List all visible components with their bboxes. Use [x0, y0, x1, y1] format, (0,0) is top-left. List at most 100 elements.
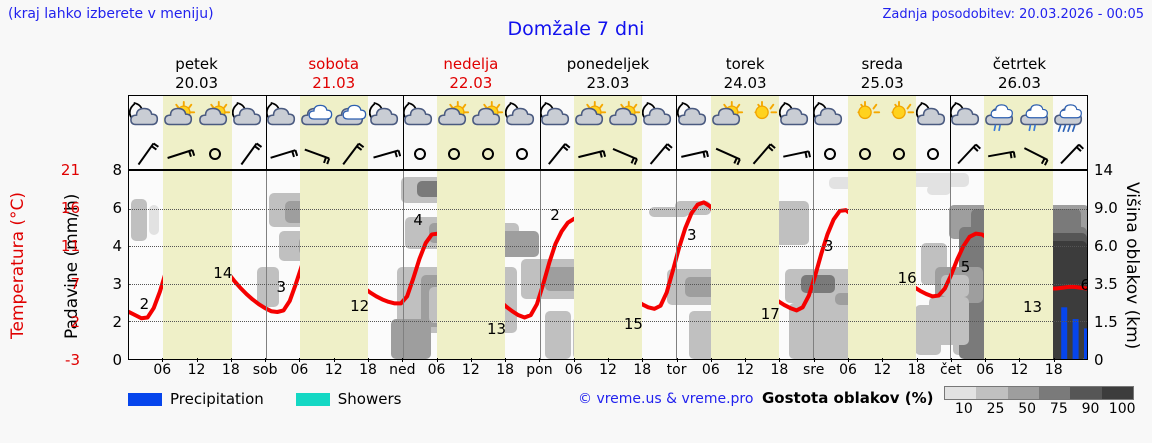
- x-tick-label-5: 12: [324, 362, 343, 378]
- temperature-value-label: 15: [623, 314, 643, 333]
- moon-cloud-icon: [676, 98, 711, 138]
- x-tick-label-6: 18: [359, 362, 377, 378]
- wind-calm-icon: [850, 140, 884, 168]
- day-header-strip: petek 20.03 sobota 21.03 nedelja 22.03 ponedel…: [128, 55, 1088, 95]
- wind-barb-icon: [371, 140, 405, 168]
- cloud-blob: [149, 205, 159, 235]
- sun-cloud-icon: [471, 98, 505, 138]
- sun-icon: [848, 98, 882, 138]
- day-divider-2: [402, 96, 404, 169]
- temperature-axis-title: Temperatura (°C): [8, 191, 28, 340]
- x-tick-mark-23: [950, 358, 952, 362]
- cloud-density-segment-3: [1038, 387, 1071, 399]
- x-tick-label-23: čet: [939, 362, 962, 378]
- x-tick-label-22: 18: [907, 362, 926, 378]
- x-tick-mark-14: [642, 358, 644, 362]
- day-header-6: četrtek 26.03: [951, 55, 1088, 95]
- daylight-shade-4: [710, 96, 780, 169]
- moon-cloud-icon: [505, 98, 539, 138]
- moon-cloud-icon: [950, 98, 984, 138]
- moon-cloud-icon: [915, 98, 950, 138]
- temperature-tick-4: 2: [70, 313, 80, 331]
- x-tick-label-14: 18: [633, 362, 652, 378]
- precipitation-tick-0: 8: [112, 161, 122, 179]
- x-tick-mark-19: [813, 358, 815, 362]
- cloud-density-segment-0: [945, 387, 977, 399]
- temperature-value-label: 13: [487, 320, 507, 339]
- showers-swatch: [295, 392, 330, 406]
- temperature-tick-1: 16: [60, 199, 80, 217]
- cloud-blob: [789, 303, 855, 359]
- x-tick-mark-15: [676, 358, 678, 362]
- wind-barb-icon: [302, 140, 336, 168]
- day-divider-3: [539, 96, 541, 169]
- day-divider-4: [676, 96, 678, 169]
- wind-barb-icon: [1055, 140, 1089, 168]
- daylight-shade-6: [984, 171, 1053, 359]
- x-tick-label-7: ned: [389, 362, 416, 378]
- x-tick-mark-12: [573, 358, 575, 362]
- cloud-blob: [257, 267, 279, 307]
- wind-barb-icon: [781, 140, 815, 168]
- x-tick-label-8: 06: [427, 362, 446, 378]
- cloud-icon: [300, 98, 334, 138]
- last-update-text: Zadnja posodobitev: 20.03.2026 - 00:05: [882, 7, 1144, 22]
- cloud-density-segment-1: [976, 387, 1008, 399]
- x-tick-mark-26: [1053, 358, 1055, 362]
- gridline-4: [129, 321, 1087, 323]
- cloud-blob: [545, 311, 571, 359]
- cloud-rain-heavy-icon: [1053, 98, 1087, 138]
- x-tick-label-20: 06: [839, 362, 857, 378]
- daylight-shade-2: [436, 171, 506, 359]
- cloud-density-segment-2: [1007, 387, 1039, 399]
- cloud-density-tick-4: 90: [1081, 401, 1100, 417]
- x-tick-label-24: 06: [976, 362, 995, 378]
- day-date: 26.03: [997, 74, 1041, 92]
- sun-cloud-icon: [198, 98, 232, 138]
- wind-barb-icon: [131, 140, 165, 168]
- moon-cloud-icon: [368, 98, 403, 138]
- moon-cloud-icon: [778, 98, 813, 138]
- series-legend: Precipitation Showers: [128, 388, 425, 410]
- x-tick-label-17: 12: [736, 362, 755, 378]
- x-tick-mark-6: [368, 358, 369, 362]
- x-tick-label-18: 18: [770, 362, 789, 378]
- moon-cloud-icon: [402, 98, 437, 138]
- precipitation-bar: [1072, 319, 1079, 359]
- daylight-shade-5: [847, 171, 916, 359]
- cloud-density-legend-title: Gostota oblakov (%): [762, 389, 934, 407]
- wind-calm-icon: [473, 140, 507, 168]
- precipitation-tick-4: 2: [112, 313, 122, 331]
- icon-wind-band: [128, 95, 1088, 170]
- moon-cloud-icon: [128, 98, 163, 138]
- gridline-3: [129, 283, 1087, 286]
- x-tick-mark-17: [745, 358, 747, 362]
- x-tick-label-2: 18: [221, 362, 240, 378]
- moon-cloud-icon: [813, 98, 847, 138]
- copyright-text[interactable]: © vreme.us & vreme.pro: [578, 391, 754, 407]
- x-tick-mark-21: [882, 358, 884, 362]
- day-gridline-4: [676, 171, 678, 359]
- x-tick-mark-8: [436, 358, 438, 362]
- day-name: nedelja: [443, 55, 499, 73]
- precipitation-tick-3: 3: [112, 275, 122, 293]
- x-tick-label-10: 18: [496, 362, 515, 378]
- daylight-shade-1: [300, 171, 369, 359]
- precipitation-tick-5: 0: [112, 351, 122, 369]
- x-tick-label-0: 06: [153, 362, 172, 378]
- x-tick-mark-2: [230, 358, 232, 362]
- temperature-value-label: 14: [213, 263, 233, 282]
- wind-barb-icon: [713, 140, 747, 168]
- cloud-density-tick-0: 10: [954, 401, 973, 417]
- temperature-value-label: 2: [550, 205, 560, 224]
- daylight-shade-0: [163, 171, 232, 359]
- day-name: sreda: [861, 55, 904, 73]
- day-gridline-5: [813, 171, 815, 359]
- day-date: 25.03: [860, 74, 904, 92]
- location-menu-note[interactable]: (kraj lahko izberete v meniju): [8, 6, 214, 22]
- wind-barb-icon: [644, 140, 678, 168]
- cloud-density-tick-5: 100: [1108, 401, 1136, 417]
- sun-icon: [882, 98, 916, 138]
- temperature-value-label: 5: [960, 258, 971, 277]
- temperature-tick-0: 21: [60, 161, 80, 179]
